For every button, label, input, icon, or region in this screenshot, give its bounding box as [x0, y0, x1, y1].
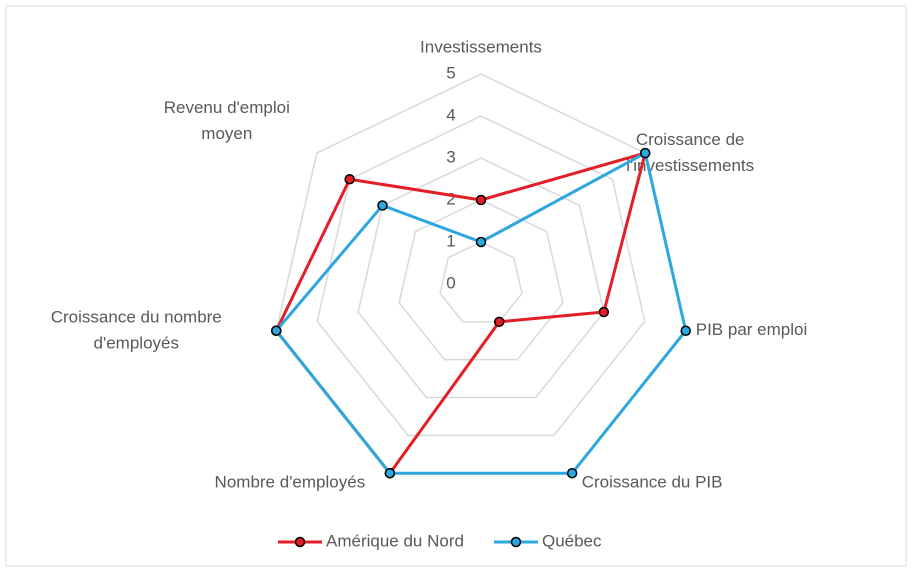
axis-tick-label: 1: [446, 231, 455, 250]
series-line: [274, 151, 647, 475]
series-marker: [475, 236, 487, 248]
legend-label: Amérique du Nord: [326, 531, 464, 550]
grid-ring: [398, 199, 564, 361]
axis-tick-label: 5: [446, 63, 455, 82]
grid-ring: [316, 115, 646, 437]
grid-ring: [439, 241, 523, 323]
legend-label: Québec: [542, 531, 602, 550]
axis-tick-label: 4: [446, 105, 455, 124]
grid-ring: [357, 157, 605, 399]
series-marker: [598, 306, 610, 318]
series-marker: [344, 174, 355, 185]
legend-marker: [294, 536, 306, 548]
series-line: [274, 151, 688, 475]
axis-tick-label: 0: [446, 273, 455, 292]
series-marker: [680, 325, 691, 336]
category-label-line: Croissance du nombre: [51, 308, 222, 327]
category-label: Croissance de l'investissements: [626, 131, 754, 176]
series-marker: [475, 194, 487, 206]
category-label: Nombre d'employés: [215, 473, 366, 492]
category-label-line: Croissance de: [636, 131, 745, 150]
axis-tick-label: 2: [446, 189, 455, 208]
category-label-line: moyen: [201, 125, 252, 144]
series-marker: [384, 467, 396, 479]
chart-frame: [5, 5, 907, 567]
category-label: Investissements: [420, 37, 542, 56]
axis-tick-label: 3: [446, 147, 455, 166]
series-marker: [271, 325, 282, 336]
series-marker: [566, 467, 578, 479]
category-label: Croissance du nombre d'employés: [51, 308, 222, 353]
category-label: Revenu d'emploi moyen: [164, 99, 290, 144]
series-marker: [493, 316, 505, 328]
series-marker: [639, 147, 651, 159]
category-label-line: l'investissements: [626, 157, 754, 176]
category-label-line: Revenu d'emploi: [164, 99, 290, 118]
category-label: PIB par emploi: [696, 320, 808, 339]
category-label-line: d'employés: [94, 334, 179, 353]
series-marker: [377, 200, 388, 211]
category-label: Croissance du PIB: [582, 473, 723, 492]
legend-marker: [510, 536, 522, 548]
